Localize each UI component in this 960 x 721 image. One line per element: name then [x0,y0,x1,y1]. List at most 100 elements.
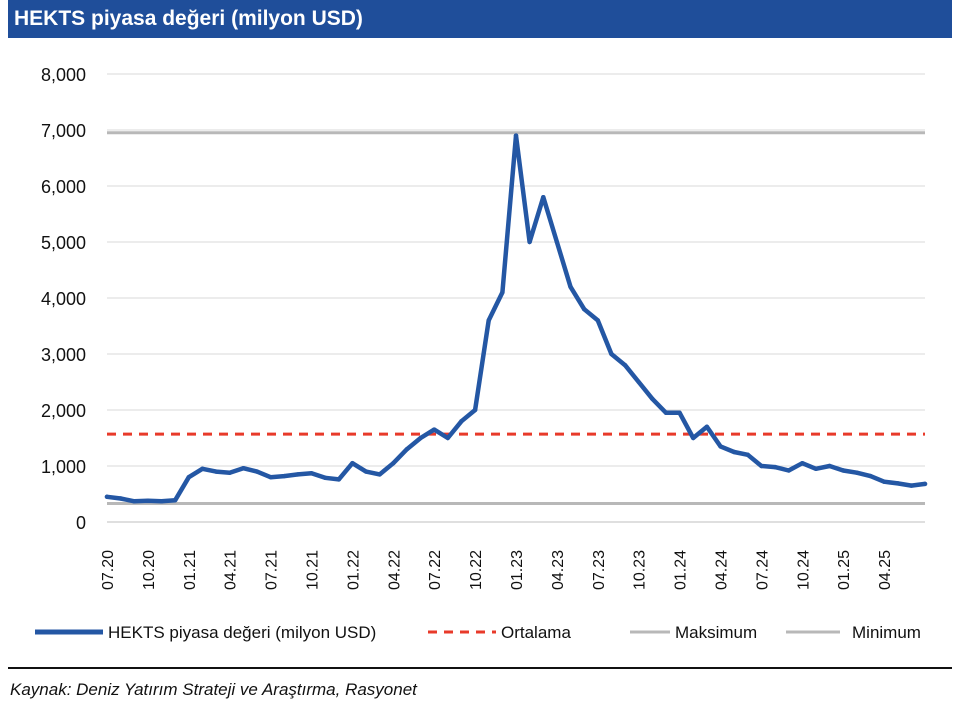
y-tick-label: 5,000 [41,233,86,253]
x-tick-label: 01.25 [836,550,853,590]
data-point [213,469,219,474]
data-point [418,435,423,441]
x-tick-label: 10.21 [305,550,322,590]
data-point [800,461,805,466]
x-tick-label: 07.24 [754,550,771,590]
data-point [432,427,437,432]
y-tick-label: 4,000 [41,289,86,309]
y-tick-label: 6,000 [41,177,86,197]
data-point [786,468,791,473]
x-tick-label: 10.20 [141,550,158,590]
data-point [241,466,246,471]
data-point [636,379,641,385]
data-point [759,463,764,469]
data-point [322,475,328,480]
data-point [772,464,778,470]
data-point [350,461,355,466]
chart-title-bar: HEKTS piyasa değeri (milyon USD) [8,0,952,38]
data-point [718,444,723,449]
data-point [186,475,191,480]
x-tick-label: 01.24 [673,550,690,590]
data-point [459,419,464,424]
data-point [159,499,164,504]
x-tick-label: 04.25 [877,550,894,590]
data-point [541,195,546,200]
data-point [104,494,110,499]
legend-label: Maksimum [675,623,757,642]
x-tick-label: 04.23 [550,550,567,590]
x-tick-label: 07.22 [427,550,444,590]
data-point [268,475,273,480]
x-tick-label: 04.22 [386,550,403,590]
data-point [200,466,205,471]
y-tick-label: 8,000 [41,65,86,85]
data-point [704,424,710,429]
data-point [295,472,301,477]
data-point [527,239,532,245]
data-point [363,469,369,474]
x-tick-label: 07.21 [264,550,281,590]
x-tick-label: 01.22 [345,550,362,590]
data-point [404,447,410,452]
x-tick-label: 01.23 [509,550,526,590]
legend-label: Ortalama [501,623,571,642]
data-point [145,498,151,503]
y-tick-label: 0 [76,513,86,533]
y-tick-label: 3,000 [41,345,86,365]
data-point [486,318,491,323]
data-point [609,351,614,357]
data-point [813,466,819,471]
data-point [881,479,887,484]
legend-label: Minimum [852,623,921,642]
x-tick-label: 07.23 [591,550,608,590]
data-point [282,473,287,479]
data-point [691,435,696,441]
data-point [227,470,232,475]
data-point [595,318,600,323]
data-point [922,481,928,487]
x-tick-label: 10.24 [795,550,812,590]
data-point [581,307,587,312]
data-point [868,473,873,479]
data-point [745,452,750,457]
data-point [909,483,914,488]
y-tick-label: 1,000 [41,457,86,477]
series-line-hekts [104,133,928,504]
data-point [731,449,737,455]
chart-canvas: 0 1,000 2,000 3,000 4,000 5,000 6,000 7,000 8,00… [35,65,928,642]
data-point [391,461,396,466]
data-point [377,472,382,477]
data-point [554,239,560,245]
data-point [132,499,137,504]
data-point [663,410,669,415]
data-point [841,468,846,473]
x-tick-label: 04.24 [714,550,731,590]
data-point [854,470,860,475]
data-point [677,410,682,415]
data-point [336,477,341,482]
data-point [895,481,900,486]
data-point [445,435,451,441]
x-tick-label: 04.21 [223,550,240,590]
data-point [309,471,314,476]
legend-label: HEKTS piyasa değeri (milyon USD) [108,623,376,642]
data-point [500,290,505,295]
data-point [513,133,519,138]
x-tick-label: 01.21 [182,550,199,590]
x-tick-label: 10.23 [632,550,649,590]
source-note: Kaynak: Deniz Yatırım Strateji ve Araştı… [10,680,417,699]
data-point [118,496,123,501]
x-tick-label: 07.20 [100,550,117,590]
data-point [472,407,478,413]
data-point [254,469,260,474]
data-point [827,463,832,469]
data-point [172,497,178,503]
chart-title: HEKTS piyasa değeri (milyon USD) [14,7,363,30]
x-tick-label: 10.22 [468,550,485,590]
y-tick-label: 2,000 [41,401,86,421]
y-tick-label: 7,000 [41,121,86,141]
data-point [650,396,655,401]
footer-divider [8,667,952,669]
data-point [622,363,628,368]
data-point [568,284,573,289]
